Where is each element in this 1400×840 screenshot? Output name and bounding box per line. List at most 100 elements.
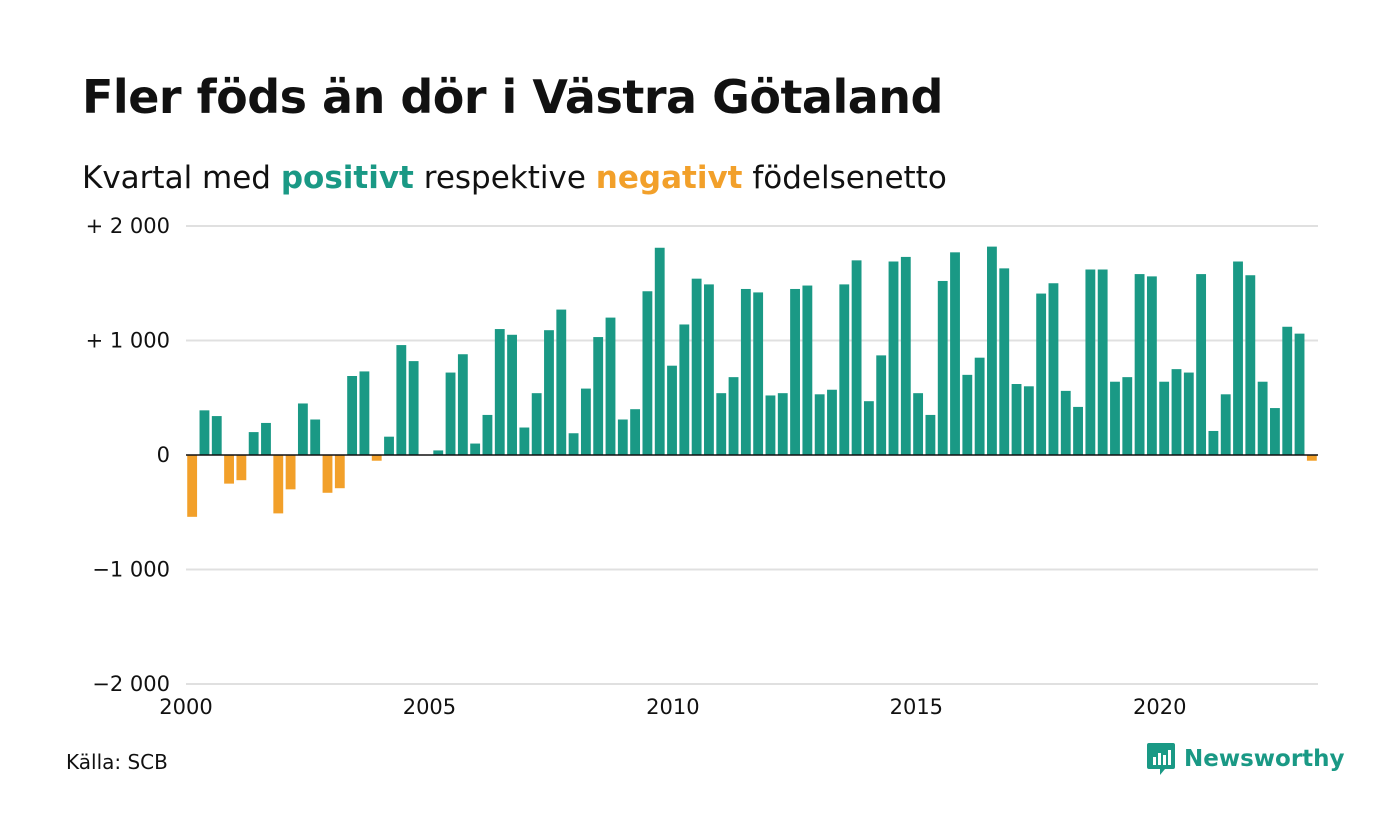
bar: [1245, 275, 1256, 455]
x-tick-label: 2010: [646, 695, 699, 719]
brand-logo: Newsworthy: [1146, 742, 1345, 776]
bar: [297, 403, 308, 455]
bar: [1306, 455, 1317, 461]
bar: [1196, 274, 1207, 455]
newsworthy-logo-icon: [1147, 743, 1175, 775]
bar: [740, 288, 751, 455]
subtitle-positive-word: positivt: [280, 160, 414, 196]
bar: [1294, 333, 1305, 455]
x-tick-label: 2020: [1133, 695, 1186, 719]
bar: [322, 455, 333, 493]
bar: [987, 246, 997, 455]
x-tick-label: 2005: [403, 695, 456, 719]
bar: [593, 337, 604, 455]
y-tick-label: −2 000: [92, 672, 170, 696]
subtitle-negative-word: negativt: [595, 160, 743, 196]
chart-title: Fler föds än dör i Västra Götaland: [82, 70, 943, 124]
bar: [1282, 326, 1293, 455]
x-tick-label: 2000: [159, 695, 212, 719]
bar: [1183, 372, 1194, 455]
bar: [285, 455, 296, 490]
bar: [790, 288, 800, 455]
bar: [888, 261, 899, 455]
bar: [654, 247, 665, 455]
bar: [728, 377, 739, 455]
bar: [765, 395, 776, 455]
y-tick-label: −1 000: [92, 558, 170, 582]
bar: [1023, 386, 1034, 455]
bar: [1233, 261, 1243, 455]
bar: [347, 376, 358, 455]
bar: [1257, 381, 1268, 455]
bar: [950, 252, 960, 455]
bar: [261, 422, 271, 455]
bar: [1085, 269, 1096, 455]
bar: [1159, 381, 1170, 455]
bar: [310, 419, 321, 455]
y-axis-labels: + 2 000 + 1 000 0 −1 000 −2 000: [86, 214, 170, 696]
bar: [1220, 394, 1231, 455]
bar: [1060, 390, 1071, 455]
bar: [187, 455, 198, 517]
bar: [642, 291, 653, 455]
bar: [876, 355, 887, 455]
bar: [827, 389, 837, 455]
y-tick-label: 0: [157, 443, 170, 467]
bar: [273, 455, 284, 514]
bar: [224, 455, 234, 484]
brand-name: Newsworthy: [1184, 746, 1345, 772]
bar: [1122, 377, 1133, 455]
bar: [568, 433, 579, 455]
bar: [974, 357, 985, 455]
chart-subtitle: Kvartal med positivt respektive negativt…: [82, 160, 947, 196]
bar: [396, 345, 407, 455]
bar: [236, 455, 247, 481]
bar: [1011, 384, 1022, 455]
bar: [408, 361, 419, 455]
bar: [1036, 293, 1047, 455]
bar: [1048, 283, 1059, 455]
bar: [1110, 381, 1120, 455]
bar: [802, 285, 813, 455]
bar: [248, 432, 259, 455]
bar: [1097, 269, 1108, 455]
bar: [851, 260, 862, 455]
bar: [556, 309, 567, 455]
bar: [1146, 276, 1157, 455]
bar: [384, 436, 394, 455]
bar: [1270, 408, 1280, 455]
bar: [925, 414, 936, 455]
bar: [962, 374, 973, 455]
bar: [482, 414, 493, 455]
bar: [199, 410, 210, 455]
bar: [211, 416, 222, 455]
bar: [617, 419, 628, 455]
bar: [679, 324, 690, 455]
bar: [470, 443, 481, 455]
bar: [704, 284, 714, 455]
bar: [1134, 274, 1145, 455]
bar: [359, 371, 370, 455]
x-tick-label: 2015: [890, 695, 943, 719]
subtitle-middle: respektive: [423, 160, 586, 196]
bar: [814, 394, 825, 455]
grid-lines: [186, 225, 1318, 685]
source-note: Källa: SCB: [66, 750, 168, 774]
bar: [1073, 406, 1083, 455]
bar: [863, 401, 874, 455]
bar: [445, 372, 456, 455]
bar: [605, 317, 616, 455]
subtitle-suffix: födelsenetto: [752, 160, 947, 196]
bar: [1171, 369, 1182, 456]
bar: [580, 388, 591, 455]
y-tick-label: + 1 000: [86, 329, 170, 353]
bar: [519, 427, 530, 455]
bar: [371, 455, 382, 461]
bar: [839, 284, 850, 455]
bar: [1208, 430, 1219, 455]
bar: [667, 365, 677, 455]
bar: [777, 393, 788, 455]
bar: [716, 393, 727, 455]
y-tick-label: + 2 000: [86, 214, 170, 238]
